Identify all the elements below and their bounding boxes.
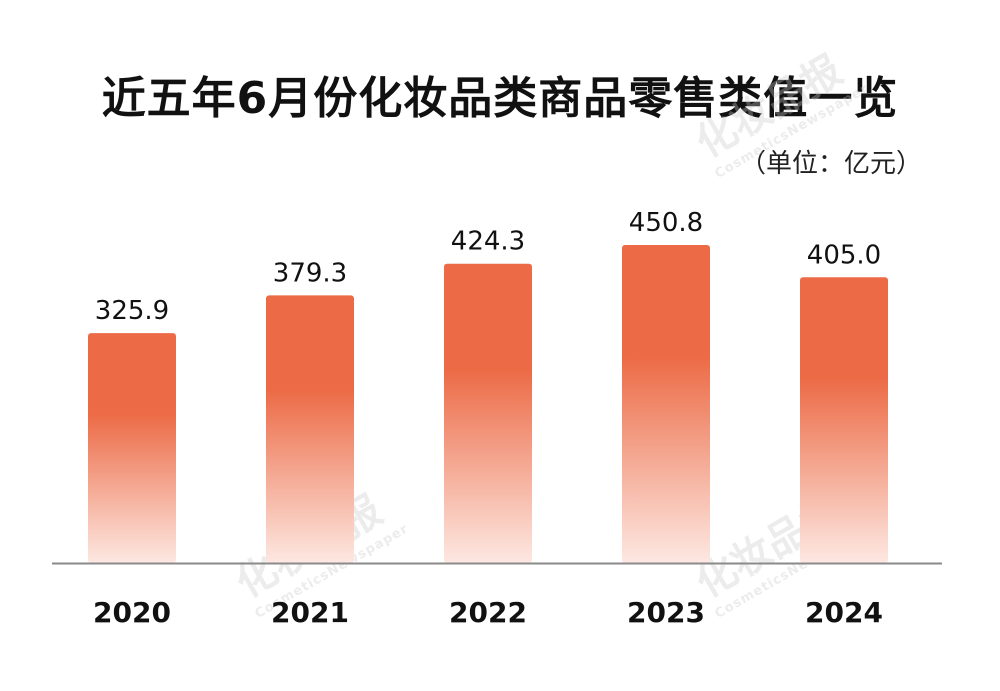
chart-title: 近五年6月份化妆品类商品零售类值一览 [101, 73, 899, 124]
category-label: 2021 [271, 596, 349, 629]
category-label: 2023 [627, 596, 705, 629]
unit-label: （单位：亿元） [739, 149, 922, 179]
category-label: 2024 [805, 596, 883, 629]
labels-group: 325.9 2020 379.3 2021 424.3 2022 450.8 2023 405.… [93, 208, 883, 629]
bar-2023 [622, 245, 710, 563]
value-label: 325.9 [95, 296, 169, 326]
category-label: 2022 [449, 596, 527, 629]
bar-2024 [800, 277, 888, 563]
value-label: 450.8 [629, 208, 703, 238]
bar-2021 [266, 295, 354, 563]
value-label: 405.0 [807, 240, 881, 270]
value-label: 379.3 [273, 258, 347, 288]
value-label: 424.3 [451, 227, 525, 257]
bar-2022 [444, 263, 532, 563]
category-label: 2020 [93, 596, 171, 629]
bars-group [88, 245, 888, 563]
bar-2020 [88, 333, 176, 563]
